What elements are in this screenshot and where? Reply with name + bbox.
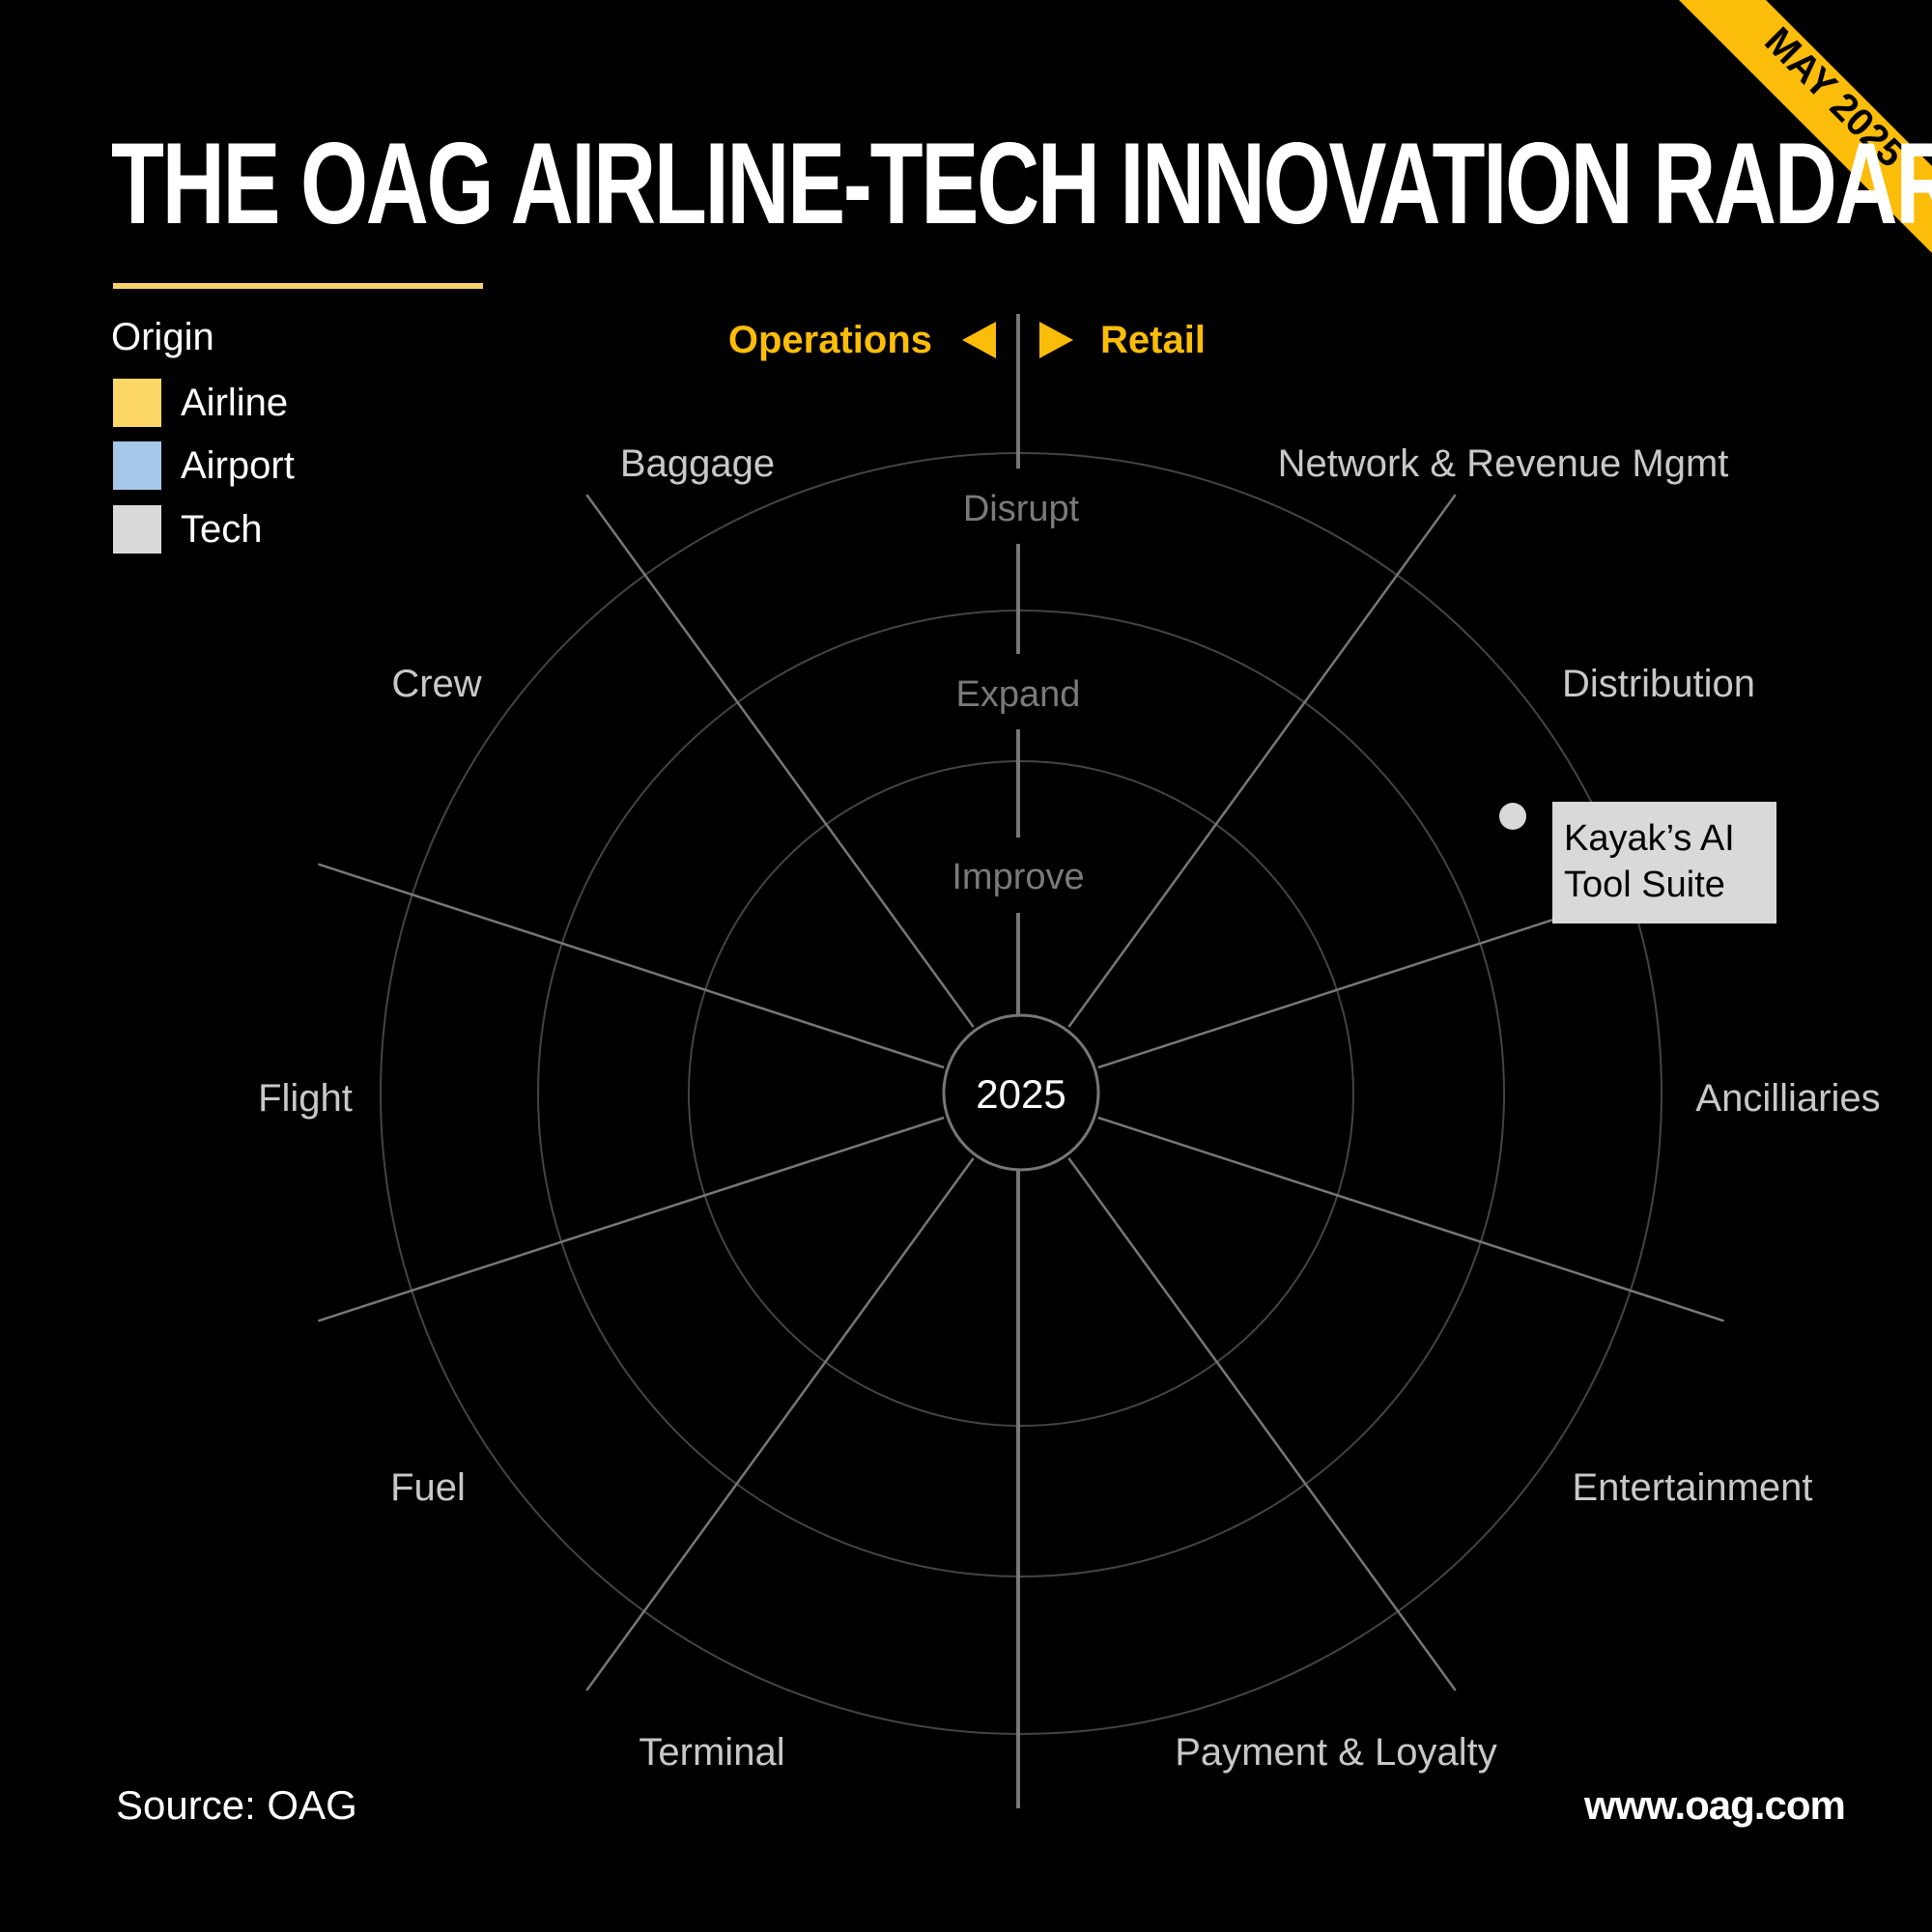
segment-spoke-7 [318, 1116, 945, 1322]
source-credit: Source: OAG [116, 1782, 357, 1828]
legend-label-airport: Airport [181, 444, 295, 487]
legend-swatch-airline [113, 379, 161, 427]
legend-item-airline: Airline [113, 379, 499, 427]
ring-label-improve: Improve [952, 857, 1084, 897]
ring-circle-disrupt [380, 452, 1662, 1735]
segment-spoke-1 [1067, 494, 1457, 1028]
date-corner-ribbon: MAY 2025 [1679, 0, 1932, 253]
innovation-callout-kayak[interactable]: Kayak’s AI Tool Suite [1552, 802, 1776, 923]
center-year-label: 2025 [976, 1071, 1065, 1117]
segment-spoke-8 [318, 863, 945, 1069]
title-underline [113, 283, 483, 289]
legend-item-airport: Airport [113, 441, 499, 490]
header-operations-label: Operations [728, 319, 932, 361]
ring-circle-expand [537, 610, 1505, 1577]
header-right-arrow-icon [1039, 322, 1073, 358]
ring-label-expand: Expand [956, 674, 1081, 715]
segment-label-ancilliaries: Ancilliaries [1695, 1077, 1880, 1120]
innovation-marker-kayak[interactable] [1499, 803, 1526, 830]
callout-line-2: Tool Suite [1564, 865, 1725, 905]
segment-label-distribution: Distribution [1562, 663, 1755, 705]
segment-label-payment-loyalty: Payment & Loyalty [1175, 1731, 1497, 1774]
legend-label-tech: Tech [181, 508, 263, 551]
center-circle [942, 1013, 1100, 1172]
callout-line-1: Kayak’s AI [1564, 818, 1735, 859]
segment-label-baggage: Baggage [620, 442, 775, 485]
segment-label-network-revenue-mgmt: Network & Revenue Mgmt [1278, 442, 1729, 485]
header-retail-label: Retail [1100, 319, 1206, 361]
segment-spoke-6 [585, 1157, 975, 1691]
legend-swatch-tech [113, 505, 161, 554]
segment-spoke-3 [1097, 1116, 1724, 1322]
header-left-arrow-icon [962, 322, 996, 358]
segment-spoke-9 [585, 494, 975, 1028]
legend-title: Origin [111, 316, 214, 358]
segment-label-crew: Crew [391, 663, 481, 705]
ring-label-disrupt: Disrupt [963, 489, 1080, 529]
legend-item-tech: Tech [113, 505, 499, 554]
segment-spoke-4 [1067, 1157, 1457, 1691]
legend-label-airline: Airline [181, 382, 289, 424]
segment-label-terminal: Terminal [639, 1731, 784, 1774]
segment-label-flight: Flight [258, 1077, 353, 1120]
segment-label-entertainment: Entertainment [1572, 1466, 1812, 1509]
segment-label-fuel: Fuel [390, 1466, 466, 1509]
ring-circle-improve [688, 760, 1354, 1427]
legend-swatch-airport [113, 441, 161, 490]
website-link[interactable]: www.oag.com [1584, 1782, 1846, 1828]
